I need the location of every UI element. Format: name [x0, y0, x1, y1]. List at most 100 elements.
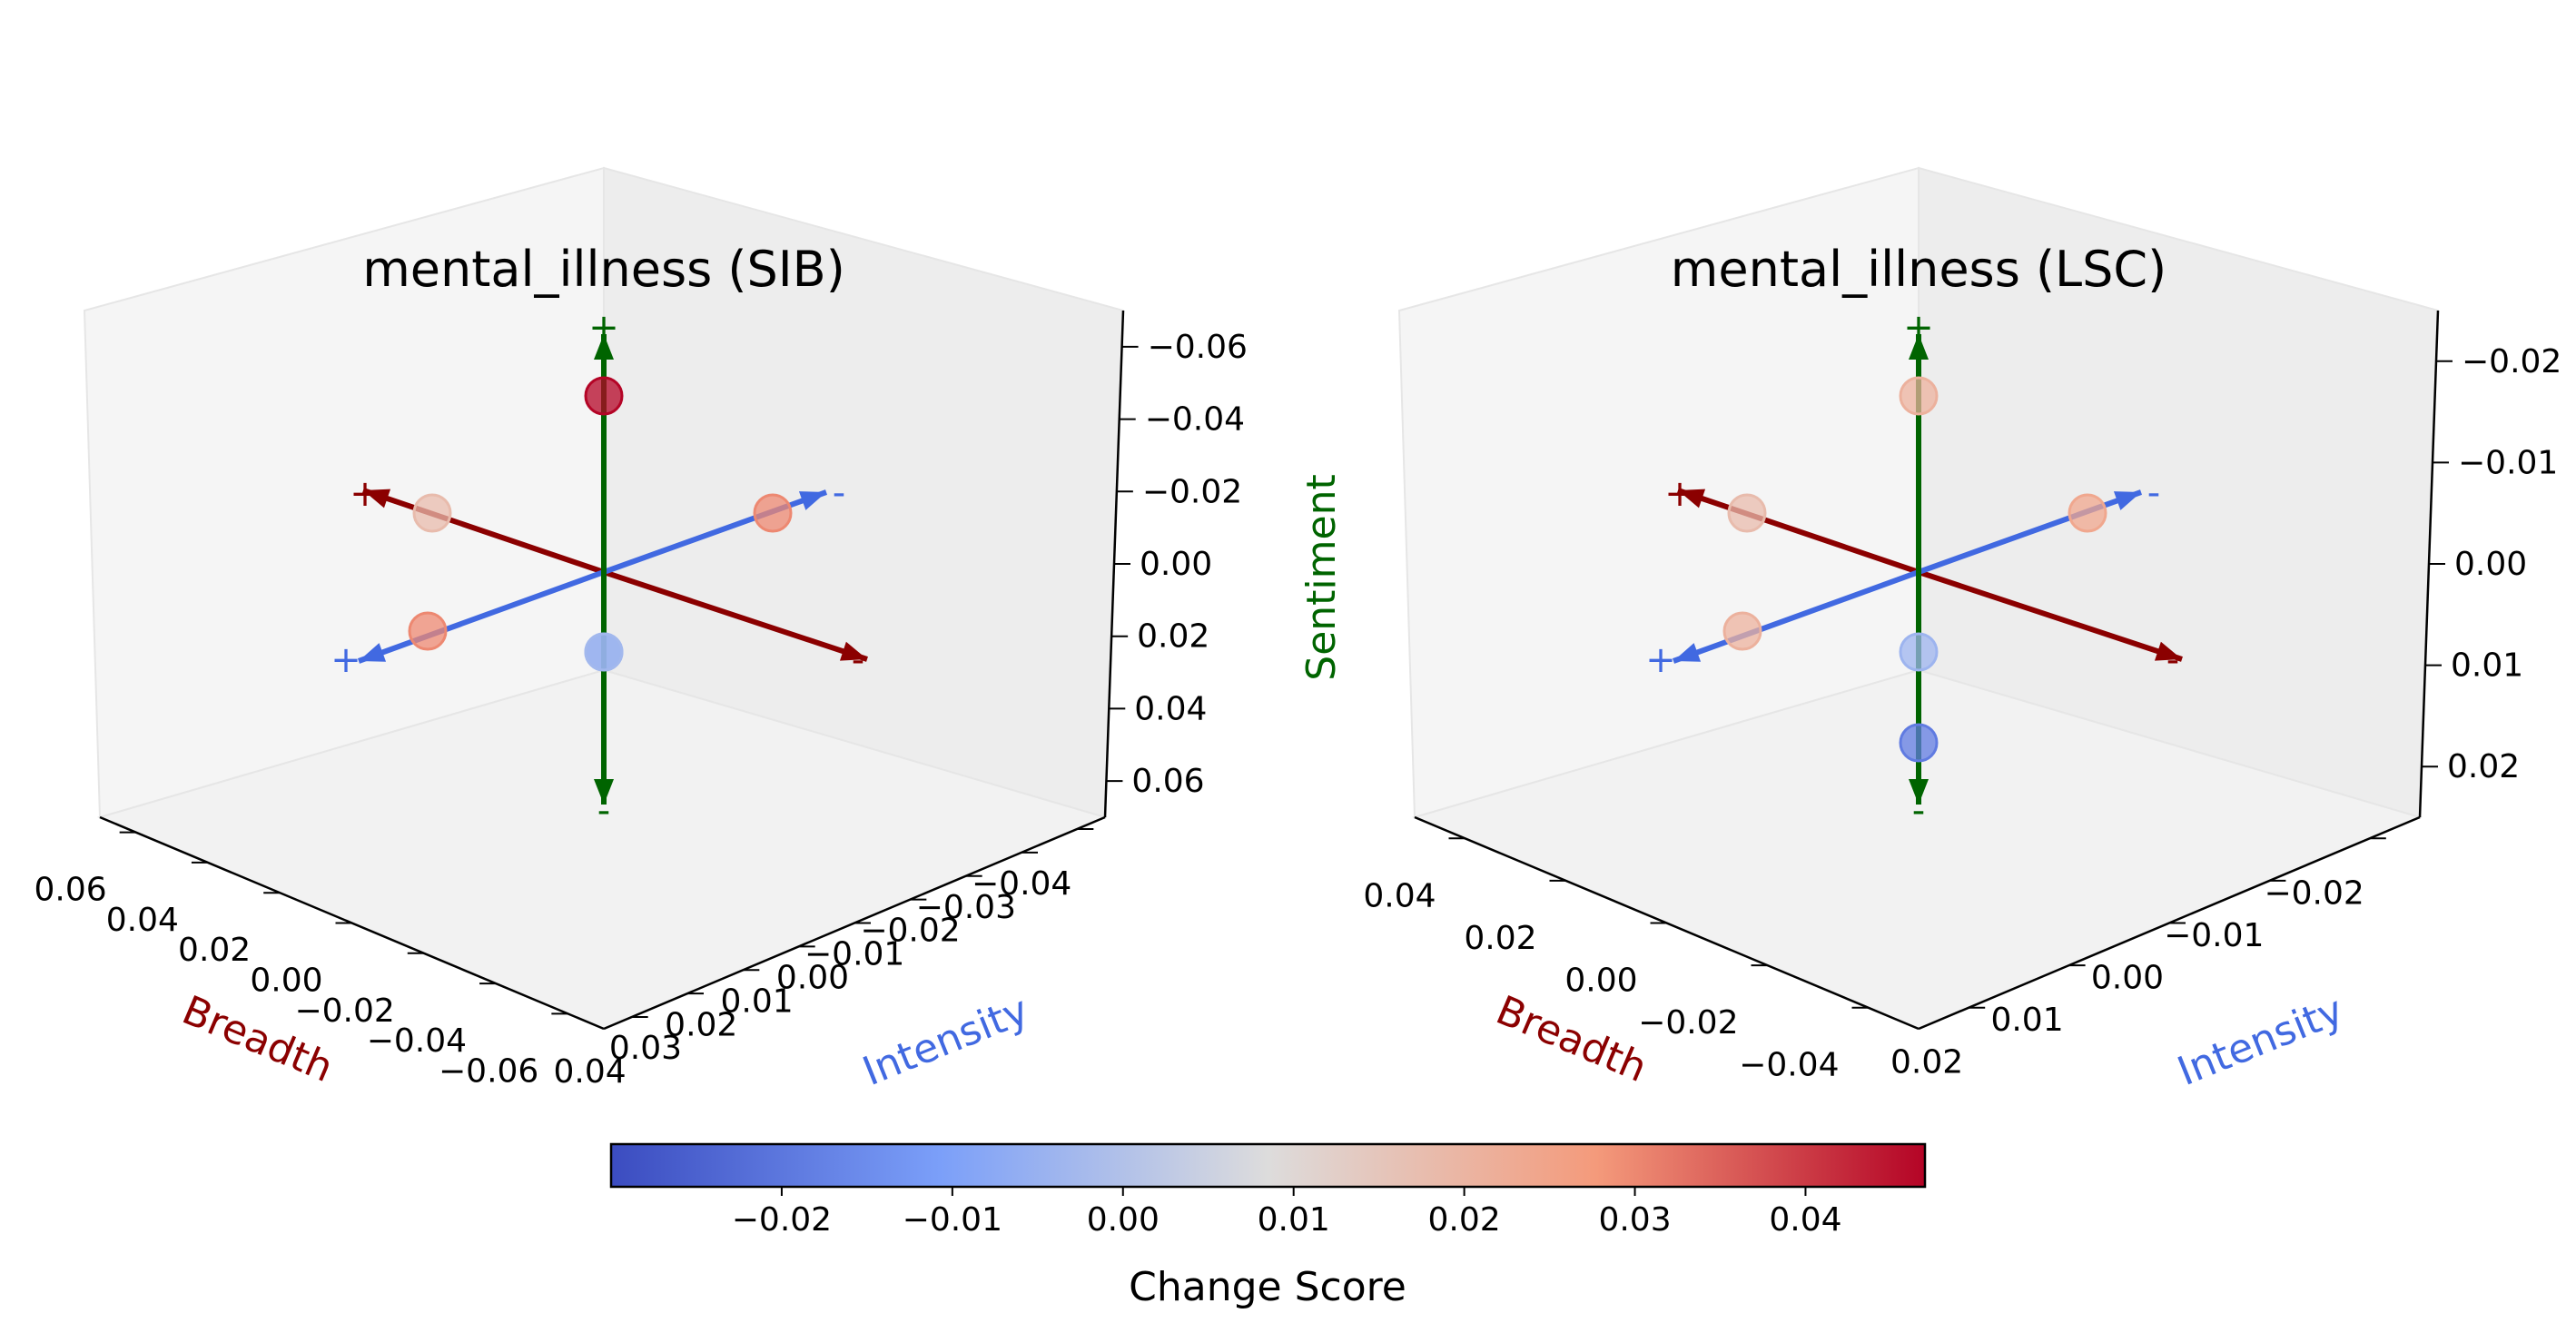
z-axis-tick-label: −0.02	[2462, 343, 2561, 380]
y-axis-tick-label: −0.01	[2164, 917, 2264, 954]
colorbar: −0.02 −0.01 0.00 0.01 0.02 0.03 0.04 Change Sc…	[609, 1142, 1927, 1310]
colorbar-tick-label: 0.01	[1258, 1201, 1330, 1239]
sentiment-plus-sign: +	[1903, 307, 1934, 349]
point-breadth-plus	[412, 493, 452, 533]
x-axis-tick-label: −0.06	[439, 1052, 538, 1090]
x-axis-tick-label: −0.04	[367, 1022, 467, 1060]
x-axis-tick-label: −0.02	[1638, 1004, 1738, 1042]
intensity-minus-sign: -	[2147, 472, 2160, 514]
y-axis-tick-label: 0.00	[776, 960, 849, 997]
z-axis-tick-label: 0.04	[1134, 690, 1207, 727]
y-axis-tick-label: −0.02	[2264, 874, 2364, 912]
y-axis-tick-label: 0.02	[665, 1006, 737, 1043]
z-tick-labels: 0.02 0.01 0.00 −0.01 −0.02	[2422, 343, 2561, 785]
intensity-arrow-plus-head	[359, 643, 387, 662]
breadth-arrow-minus	[1918, 569, 2183, 662]
sentiment-minus-sign: -	[597, 790, 610, 832]
y-axis-label: Intensity	[856, 987, 1035, 1095]
x-axis-tick-label: 0.06	[34, 872, 106, 909]
colorbar-gradient	[609, 1142, 1927, 1189]
colorbar-tick-label: 0.04	[1769, 1201, 1841, 1239]
breadth-plus-sign: +	[350, 473, 380, 515]
x-tick-labels: 0.04 0.02 0.00−0.02−0.04	[1363, 837, 1869, 1084]
points	[408, 376, 793, 672]
intensity-arrow-plus	[1672, 569, 1920, 664]
sentiment-arrow-minus-head	[594, 779, 614, 805]
chart-title: mental_illness (SIB)	[362, 241, 845, 298]
y-axis-tick-label: −0.03	[916, 889, 1016, 926]
point-breadth-minus	[408, 611, 448, 651]
colorbar-ticks: −0.02 −0.01 0.00 0.01 0.02 0.03 0.04	[732, 1187, 1842, 1239]
breadth-minus-sign: -	[852, 639, 864, 681]
y-axis-tick-label: −0.04	[972, 865, 1071, 903]
colorbar-tick-label: 0.03	[1598, 1201, 1671, 1239]
intensity-plus-sign: +	[331, 639, 361, 681]
point-intensity-minus	[1899, 632, 1939, 672]
chart-title: mental_illness (LSC)	[1671, 241, 2166, 298]
breadth-minus-sign: -	[2166, 639, 2179, 681]
z-axis-tick-label: 0.02	[2447, 748, 2520, 785]
breadth-arrow-minus-head	[2154, 641, 2182, 661]
intensity-arrow-plus	[357, 569, 606, 664]
breadth-plus-sign: +	[1664, 473, 1695, 515]
breadth-arrow-plus-head	[363, 489, 391, 509]
z-axis-label: Sentiment	[1298, 474, 1345, 680]
z-axis-tick-label: −0.06	[1148, 329, 1248, 366]
x-axis-tick-label: 0.04	[1363, 877, 1436, 914]
intensity-arrow-minus-head	[798, 491, 826, 510]
y-axis-tick-label: 0.01	[1990, 1002, 2063, 1039]
point-sentiment-minus	[1899, 723, 1939, 763]
point-breadth-plus	[1727, 493, 1767, 533]
intensity-minus-sign: -	[833, 472, 845, 514]
x-axis-tick-label: 0.04	[106, 902, 179, 939]
z-axis-tick-label: 0.02	[1137, 618, 1209, 656]
colorbar-tick-label: −0.02	[732, 1201, 832, 1239]
sentiment-minus-sign: -	[1912, 790, 1925, 832]
colorbar-tick-label: 0.02	[1428, 1201, 1501, 1239]
y-axis-tick-label: 0.02	[1890, 1044, 1963, 1081]
point-intensity-plus	[2068, 493, 2107, 533]
colorbar-label: Change Score	[1129, 1264, 1406, 1310]
colorbar-tick-label: 0.00	[1087, 1201, 1160, 1239]
chart-panel-sib: 0.060.040.020.00−0.02−0.04−0.06 0.040.03…	[34, 166, 1345, 1095]
breadth-arrow-minus-head	[839, 641, 867, 661]
y-axis-tick-label: −0.02	[860, 913, 960, 950]
x-axis-tick-label: 0.00	[250, 963, 322, 1000]
intensity-plus-sign: +	[1645, 639, 1676, 681]
point-sentiment-plus	[1899, 376, 1939, 416]
breadth-arrow-plus-head	[1678, 489, 1706, 509]
z-axis-tick-label: −0.01	[2458, 444, 2558, 481]
y-axis-tick-label: 0.04	[554, 1053, 627, 1091]
x-axis-tick-label: −0.02	[294, 992, 394, 1030]
z-axis-tick-label: 0.01	[2451, 647, 2523, 685]
z-axis-tick-label: −0.04	[1145, 401, 1245, 439]
y-axis-label: Intensity	[2171, 987, 2350, 1095]
y-axis-tick-label: 0.03	[609, 1030, 682, 1067]
z-axis-tick-label: 0.00	[2454, 546, 2527, 583]
y-tick-labels: 0.02 0.01 0.00−0.01−0.02	[1890, 837, 2386, 1081]
direction-arrows: + - + - + -	[1645, 307, 2183, 832]
intensity-arrow-minus-head	[2113, 491, 2141, 510]
x-axis-tick-label: 0.02	[1464, 920, 1536, 957]
z-axis-tick-label: 0.06	[1131, 763, 1204, 800]
intensity-arrow-plus-head	[1673, 643, 1702, 662]
sentiment-arrow-minus-head	[1909, 779, 1929, 805]
point-intensity-minus	[584, 632, 624, 672]
y-axis-tick-label: −0.01	[804, 936, 904, 973]
breadth-arrow-plus	[1677, 488, 1920, 575]
x-tick-labels: 0.060.040.020.00−0.02−0.04−0.06	[34, 831, 568, 1090]
point-intensity-plus	[753, 493, 793, 533]
y-axis-tick-label: 0.00	[2091, 960, 2164, 997]
x-axis-tick-label: −0.04	[1739, 1047, 1839, 1084]
points	[1722, 376, 2107, 763]
point-sentiment-plus	[584, 376, 624, 416]
colorbar-tick-label: −0.01	[903, 1201, 1002, 1239]
x-axis-label: Breadth	[1489, 987, 1653, 1091]
x-axis-tick-label: 0.02	[178, 932, 251, 969]
x-axis-tick-label: 0.00	[1564, 963, 1637, 1000]
sentiment-arrow-plus-head	[594, 334, 614, 360]
y-axis-tick-label: 0.01	[721, 982, 794, 1020]
breadth-arrow-plus	[362, 488, 605, 575]
z-tick-labels: 0.06 0.04 0.02 0.00 −0.02 −0.04 −0.06	[1106, 329, 1248, 800]
